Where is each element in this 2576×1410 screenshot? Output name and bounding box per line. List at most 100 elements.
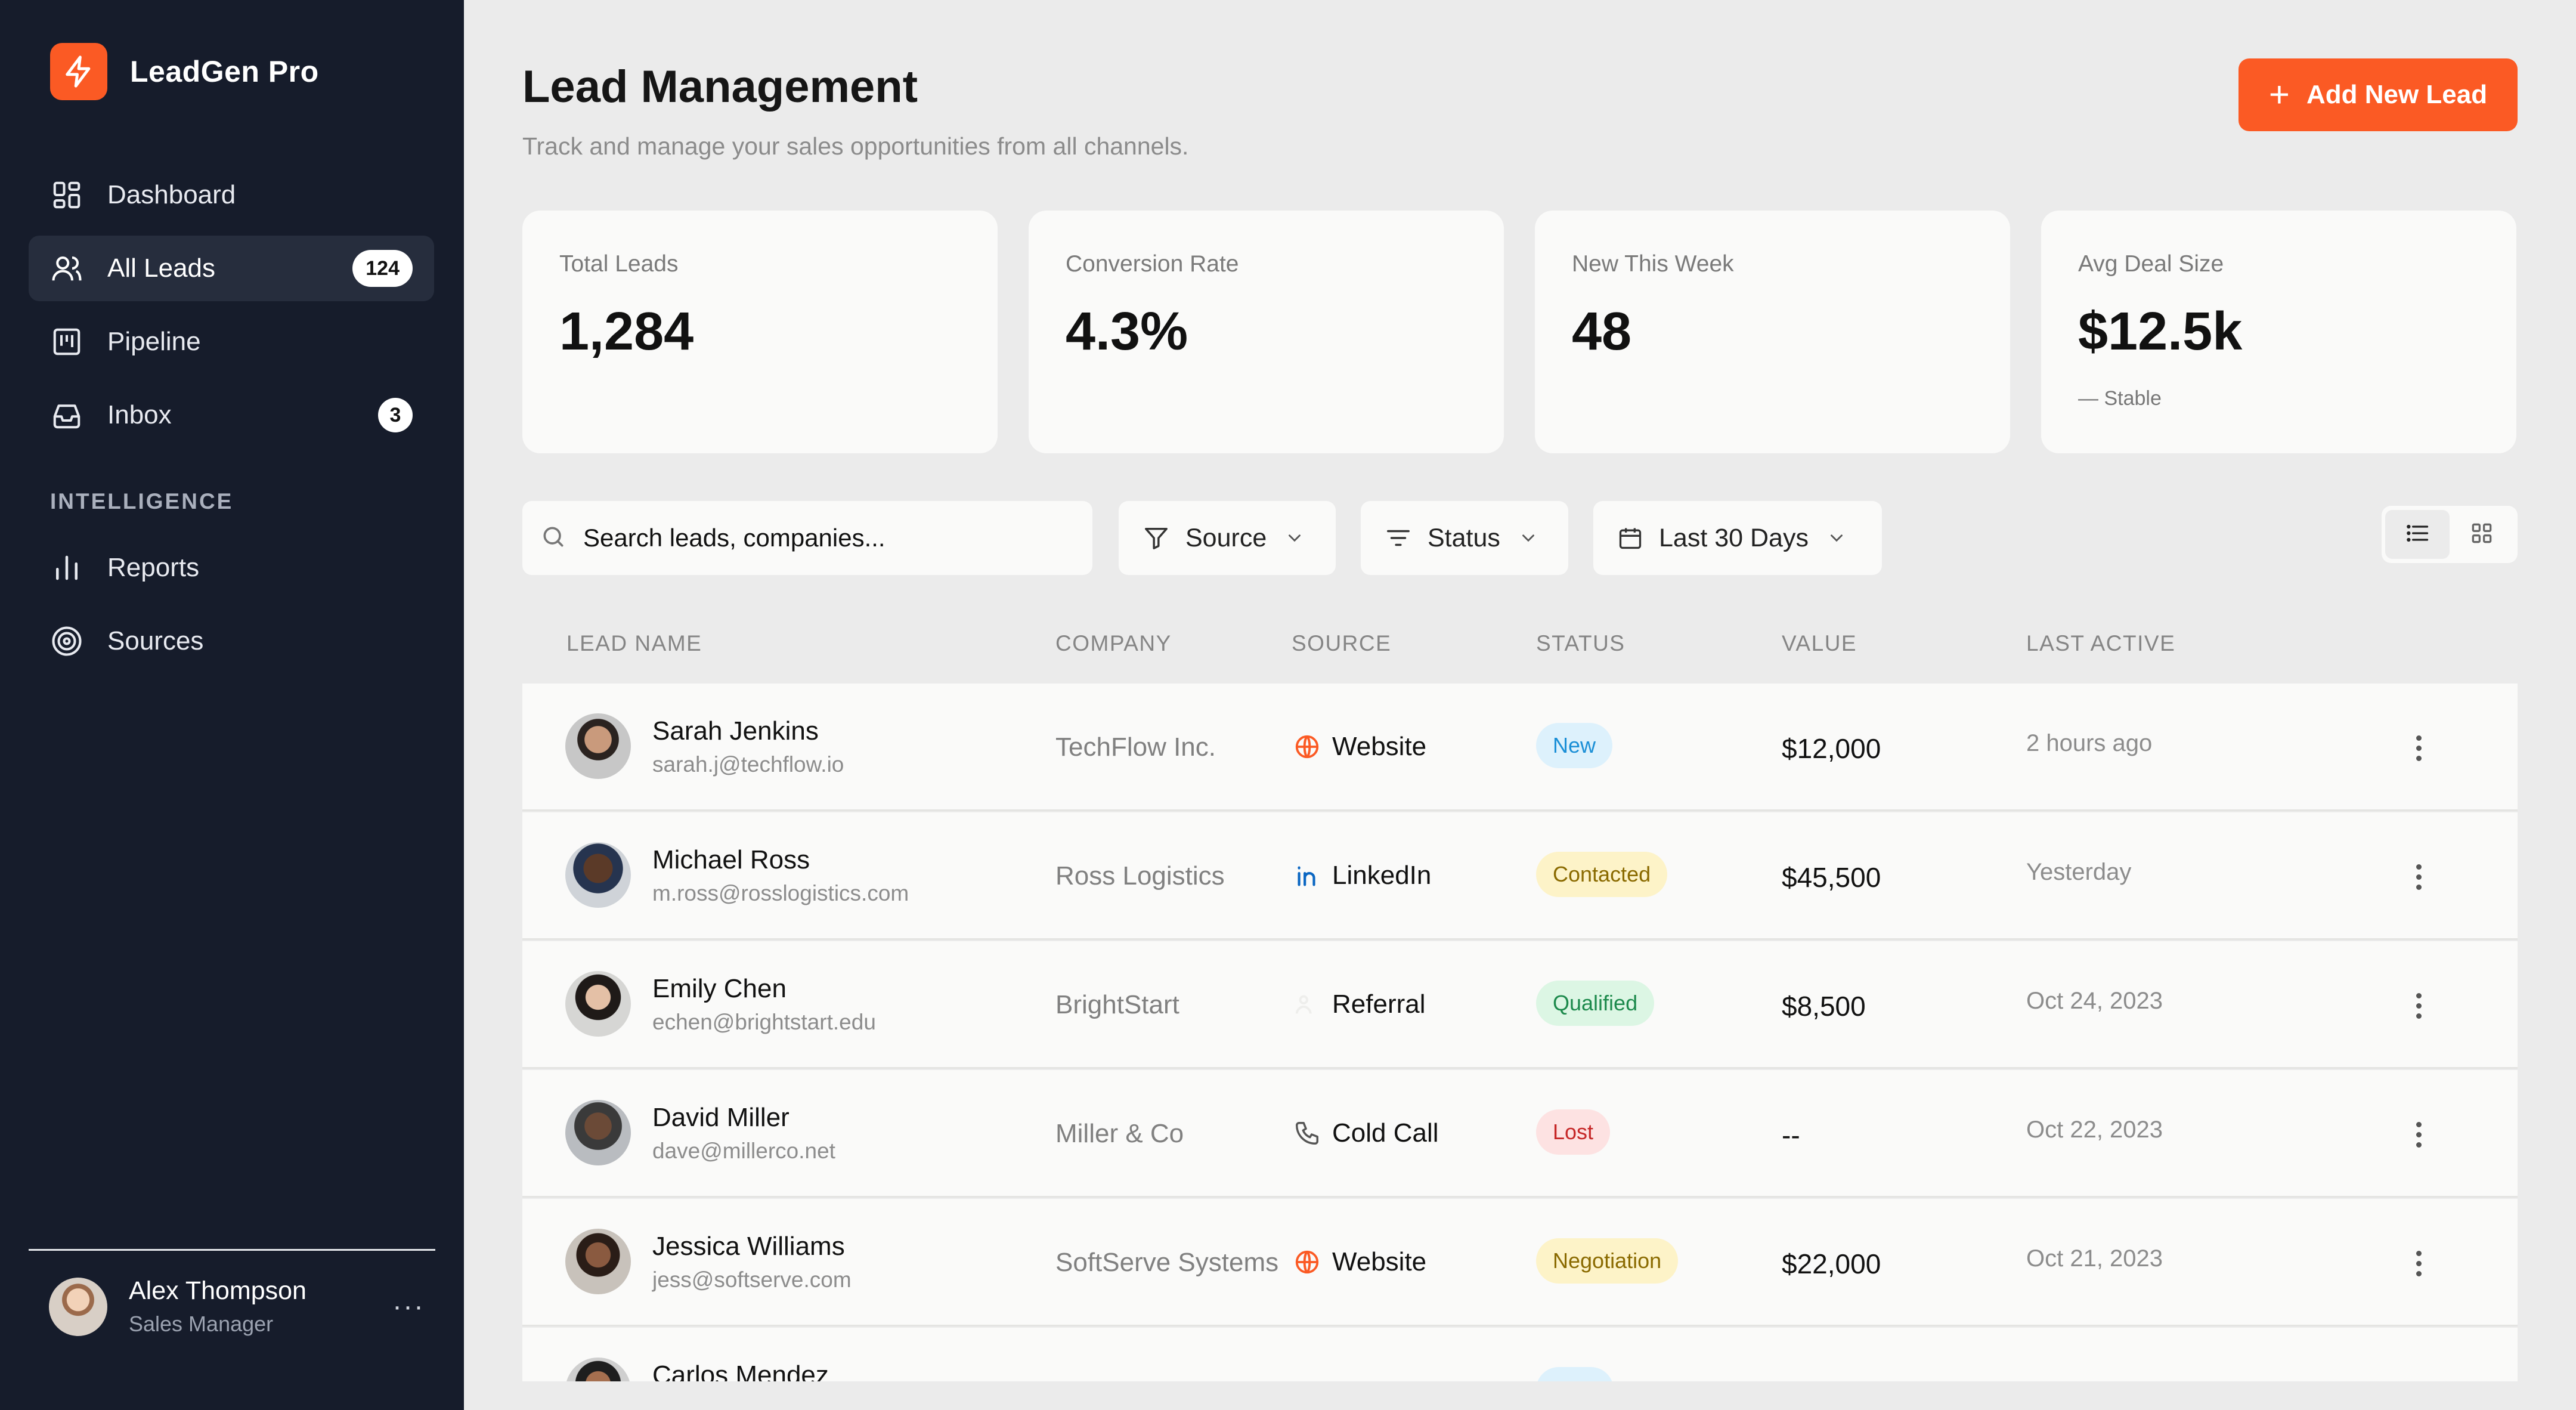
lead-name[interactable]: Michael Ross (652, 845, 810, 874)
filter-funnel-icon (1143, 524, 1170, 552)
user-info: Alex Thompson Sales Manager (129, 1276, 306, 1337)
sidebar-item-reports[interactable]: Reports (29, 535, 434, 601)
lead-name[interactable]: Emily Chen (652, 974, 787, 1003)
more-vertical-icon[interactable] (2407, 730, 2431, 766)
status-filter-label: Status (1428, 523, 1500, 552)
more-vertical-icon[interactable] (2407, 859, 2431, 895)
lead-source: Website (1292, 1247, 1426, 1278)
column-header-company[interactable]: COMPANY (1055, 631, 1172, 655)
source-label: Cold Call (1332, 1118, 1439, 1148)
lead-name[interactable]: Jessica Williams (652, 1232, 845, 1261)
page-subtitle: Track and manage your sales opportunitie… (522, 132, 1189, 160)
source-label: Website (1332, 732, 1427, 761)
list-view-button[interactable] (2385, 510, 2450, 559)
source-filter-label: Source (1185, 523, 1267, 552)
sidebar-item-label: Dashboard (107, 180, 236, 209)
source-filter-dropdown[interactable]: Source (1119, 501, 1336, 575)
search-box[interactable] (522, 501, 1092, 575)
grid-icon (2469, 520, 2495, 549)
search-input[interactable] (583, 524, 1048, 552)
add-new-lead-button[interactable]: + Add New Lead (2238, 58, 2518, 131)
column-header-last-active[interactable]: LAST ACTIVE (2026, 631, 2176, 655)
column-header-source[interactable]: SOURCE (1292, 631, 1392, 655)
company-name: SoftServe Systems (1055, 1248, 1279, 1277)
deal-value: $12,000 (1782, 733, 1881, 764)
user-role: Sales Manager (129, 1312, 274, 1336)
company-name: BrightStart (1055, 990, 1179, 1019)
grid-view-button[interactable] (2450, 510, 2514, 559)
lead-source: LinkedIn (1292, 860, 1431, 891)
table-row[interactable]: Sarah Jenkins sarah.j@techflow.io TechFl… (522, 684, 2518, 811)
status-badge: Qualified (1536, 981, 1655, 1026)
sidebar-item-inbox[interactable]: Inbox 3 (29, 382, 434, 448)
calendar-icon (1617, 525, 1643, 551)
pipeline-kanban-icon (50, 325, 83, 358)
lead-name[interactable]: David Miller (652, 1103, 789, 1132)
globe-icon (1292, 1247, 1323, 1278)
deal-value: $8,500 (1782, 991, 1866, 1022)
lead-name[interactable]: Carlos Mendez (652, 1360, 829, 1381)
last-active: 2 hours ago (2026, 730, 2153, 756)
source-label: Referral (1332, 990, 1426, 1019)
lead-source: Website (1292, 731, 1426, 762)
table-row[interactable]: Emily Chen echen@brightstart.edu BrightS… (522, 941, 2518, 1069)
sidebar-item-all-leads[interactable]: All Leads 124 (29, 236, 434, 301)
search-icon (540, 524, 566, 553)
app-name: LeadGen Pro (130, 55, 319, 88)
count-badge: 3 (378, 398, 413, 432)
stat-card-total-leads: Total Leads 1,284 (522, 211, 998, 453)
table-row[interactable]: Jessica Williams jess@softserve.com Soft… (522, 1199, 2518, 1326)
status-filter-dropdown[interactable]: Status (1361, 501, 1568, 575)
lightning-logo-icon (50, 43, 107, 100)
sidebar-item-sources[interactable]: Sources (29, 608, 434, 674)
status-badge: Contacted (1536, 852, 1668, 897)
sidebar-item-dashboard[interactable]: Dashboard (29, 162, 434, 228)
date-range-dropdown[interactable]: Last 30 Days (1593, 501, 1882, 575)
sidebar-item-label: Inbox (107, 400, 172, 429)
stat-card-new-this-week: New This Week 48 (1535, 211, 2010, 453)
source-label: LinkedIn (1332, 861, 1432, 890)
lead-name[interactable]: Sarah Jenkins (652, 716, 819, 746)
brand[interactable]: LeadGen Pro (50, 43, 319, 100)
column-header-value[interactable]: VALUE (1782, 631, 1857, 655)
stat-value: 48 (1572, 302, 1632, 361)
lead-email: sarah.j@techflow.io (652, 752, 844, 777)
status-badge: New (1536, 723, 1613, 768)
main-nav: Dashboard All Leads 124 Pipeline Inbox (29, 162, 434, 456)
column-header-status[interactable]: STATUS (1536, 631, 1626, 655)
more-horizontal-icon[interactable]: ··· (392, 1291, 425, 1322)
table-row[interactable]: David Miller dave@millerco.net Miller & … (522, 1070, 2518, 1198)
user-profile[interactable]: Alex Thompson Sales Manager ··· (49, 1276, 425, 1337)
sidebar-divider (29, 1249, 435, 1251)
referral-icon (1292, 989, 1323, 1020)
stat-label: Avg Deal Size (2078, 251, 2224, 277)
avatar (565, 842, 631, 908)
filter-lines-icon (1385, 524, 1412, 552)
avatar (565, 971, 631, 1037)
table-row[interactable]: Michael Ross m.ross@rosslogistics.com Ro… (522, 812, 2518, 940)
lead-source: Cold Call (1292, 1118, 1439, 1149)
more-vertical-icon[interactable] (2407, 1245, 2431, 1281)
sidebar-item-pipeline[interactable]: Pipeline (29, 309, 434, 375)
sidebar: LeadGen Pro Dashboard All Leads 124 (0, 0, 464, 1410)
deal-value: $22,000 (1782, 1248, 1881, 1279)
inbox-tray-icon (50, 398, 83, 432)
table-row[interactable]: Carlos Mendez (522, 1328, 2518, 1381)
section-label: INTELLIGENCE (50, 489, 234, 514)
main-content: Lead Management Track and manage your sa… (464, 0, 2576, 1410)
stats-row: Total Leads 1,284 Conversion Rate 4.3% N… (522, 211, 2516, 453)
stat-card-conversion-rate: Conversion Rate 4.3% (1029, 211, 1504, 453)
bar-chart-icon (50, 551, 83, 585)
users-icon (50, 252, 83, 285)
lead-email: m.ross@rosslogistics.com (652, 881, 909, 905)
page-title: Lead Management (522, 61, 918, 112)
company-name: TechFlow Inc. (1055, 732, 1216, 762)
last-active: Yesterday (2026, 859, 2132, 885)
more-vertical-icon[interactable] (2407, 988, 2431, 1024)
column-header-lead-name[interactable]: LEAD NAME (566, 631, 702, 655)
sidebar-item-label: All Leads (107, 253, 216, 283)
more-vertical-icon[interactable] (2407, 1117, 2431, 1152)
dashboard-grid-icon (50, 178, 83, 212)
lead-source (1292, 1375, 1332, 1381)
lead-email: echen@brightstart.edu (652, 1010, 876, 1034)
